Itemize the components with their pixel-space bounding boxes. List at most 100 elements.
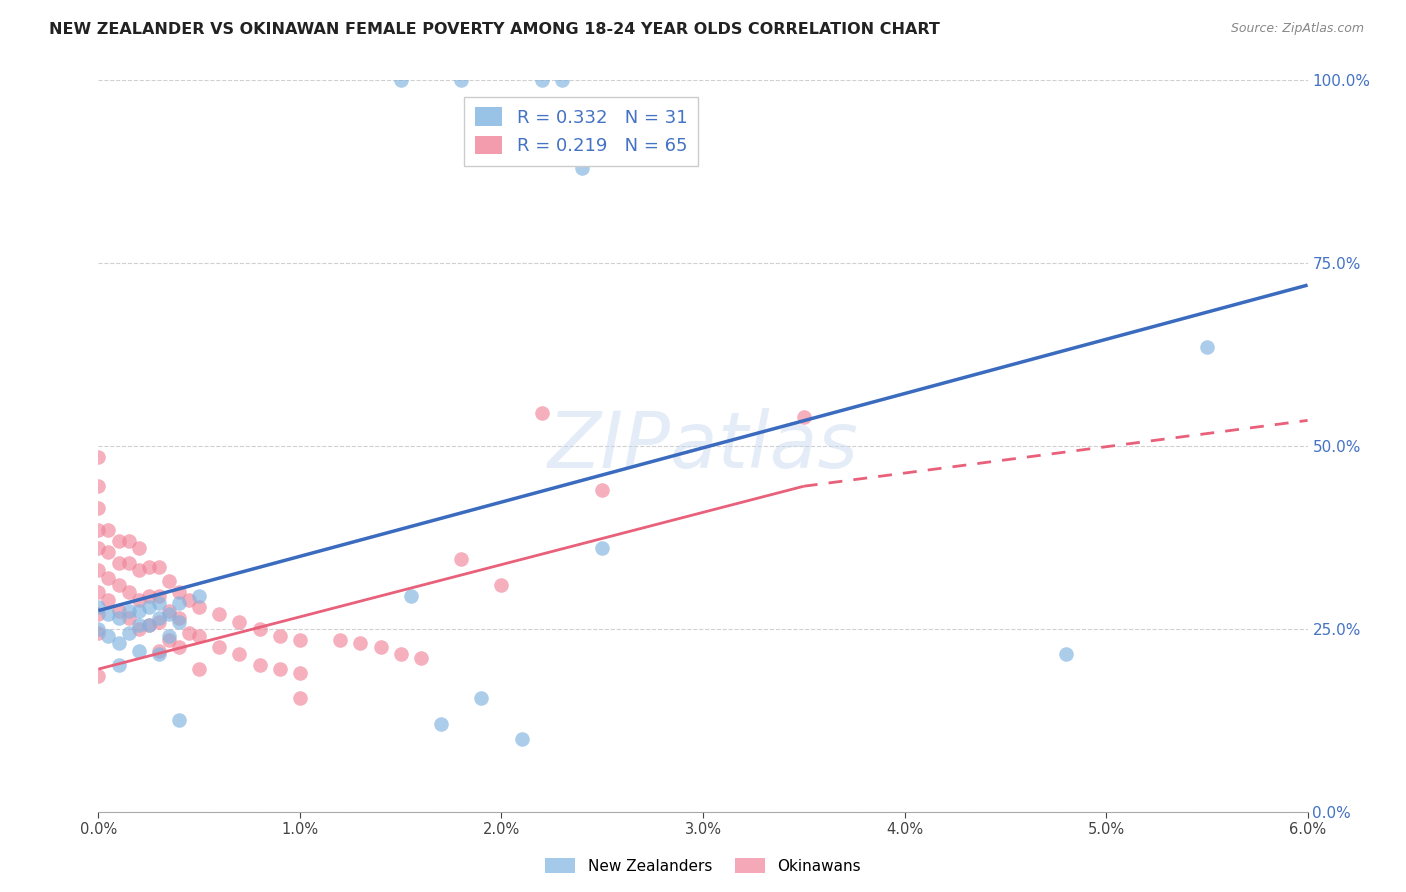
- Point: [591, 541, 613, 556]
- Point: [118, 603, 141, 617]
- Point: [370, 640, 392, 655]
- Point: [157, 574, 180, 589]
- Point: [138, 618, 160, 632]
- Point: [269, 629, 291, 643]
- Point: [138, 599, 160, 614]
- Point: [148, 611, 170, 625]
- Point: [107, 534, 129, 549]
- Point: [510, 731, 533, 746]
- Text: Source: ZipAtlas.com: Source: ZipAtlas.com: [1230, 22, 1364, 36]
- Point: [288, 691, 311, 706]
- Point: [128, 618, 150, 632]
- Point: [128, 603, 150, 617]
- Point: [208, 607, 231, 622]
- Point: [107, 658, 129, 673]
- Point: [591, 483, 613, 497]
- Point: [138, 559, 160, 574]
- Point: [107, 556, 129, 570]
- Point: [87, 479, 110, 493]
- Point: [179, 625, 201, 640]
- Point: [491, 578, 513, 592]
- Text: NEW ZEALANDER VS OKINAWAN FEMALE POVERTY AMONG 18-24 YEAR OLDS CORRELATION CHART: NEW ZEALANDER VS OKINAWAN FEMALE POVERTY…: [49, 22, 941, 37]
- Point: [288, 665, 311, 680]
- Point: [188, 629, 211, 643]
- Point: [1195, 340, 1218, 354]
- Point: [128, 622, 150, 636]
- Point: [97, 545, 120, 559]
- Point: [793, 409, 815, 424]
- Legend: R = 0.332   N = 31, R = 0.219   N = 65: R = 0.332 N = 31, R = 0.219 N = 65: [464, 96, 697, 166]
- Point: [157, 629, 180, 643]
- Point: [179, 592, 201, 607]
- Point: [530, 406, 553, 420]
- Point: [138, 618, 160, 632]
- Point: [389, 73, 412, 87]
- Point: [148, 615, 170, 629]
- Point: [1054, 648, 1077, 662]
- Point: [188, 599, 211, 614]
- Point: [97, 592, 120, 607]
- Point: [97, 629, 120, 643]
- Point: [188, 662, 211, 676]
- Point: [228, 648, 250, 662]
- Point: [399, 589, 422, 603]
- Point: [148, 559, 170, 574]
- Point: [148, 589, 170, 603]
- Point: [128, 644, 150, 658]
- Point: [470, 691, 492, 706]
- Point: [228, 615, 250, 629]
- Point: [87, 450, 110, 464]
- Point: [118, 611, 141, 625]
- Point: [87, 599, 110, 614]
- Point: [157, 632, 180, 647]
- Point: [148, 644, 170, 658]
- Point: [97, 571, 120, 585]
- Point: [249, 622, 271, 636]
- Point: [107, 636, 129, 650]
- Point: [450, 73, 472, 87]
- Point: [249, 658, 271, 673]
- Point: [107, 578, 129, 592]
- Point: [167, 611, 190, 625]
- Point: [148, 596, 170, 610]
- Point: [118, 625, 141, 640]
- Point: [87, 607, 110, 622]
- Point: [87, 563, 110, 577]
- Point: [87, 585, 110, 599]
- Point: [128, 541, 150, 556]
- Point: [118, 556, 141, 570]
- Point: [138, 589, 160, 603]
- Text: ZIPatlas: ZIPatlas: [547, 408, 859, 484]
- Point: [349, 636, 371, 650]
- Legend: New Zealanders, Okinawans: New Zealanders, Okinawans: [538, 852, 868, 880]
- Point: [87, 501, 110, 516]
- Point: [167, 585, 190, 599]
- Point: [167, 714, 190, 728]
- Point: [288, 632, 311, 647]
- Point: [389, 648, 412, 662]
- Point: [107, 603, 129, 617]
- Point: [157, 607, 180, 622]
- Point: [128, 592, 150, 607]
- Point: [87, 622, 110, 636]
- Point: [450, 552, 472, 566]
- Point: [551, 73, 574, 87]
- Point: [167, 640, 190, 655]
- Point: [530, 73, 553, 87]
- Point: [571, 161, 593, 175]
- Point: [269, 662, 291, 676]
- Point: [167, 596, 190, 610]
- Point: [107, 611, 129, 625]
- Point: [97, 607, 120, 622]
- Point: [87, 625, 110, 640]
- Point: [167, 615, 190, 629]
- Point: [409, 651, 432, 665]
- Point: [118, 585, 141, 599]
- Point: [148, 648, 170, 662]
- Point: [329, 632, 352, 647]
- Point: [208, 640, 231, 655]
- Point: [430, 717, 453, 731]
- Point: [87, 669, 110, 683]
- Point: [87, 541, 110, 556]
- Point: [87, 523, 110, 537]
